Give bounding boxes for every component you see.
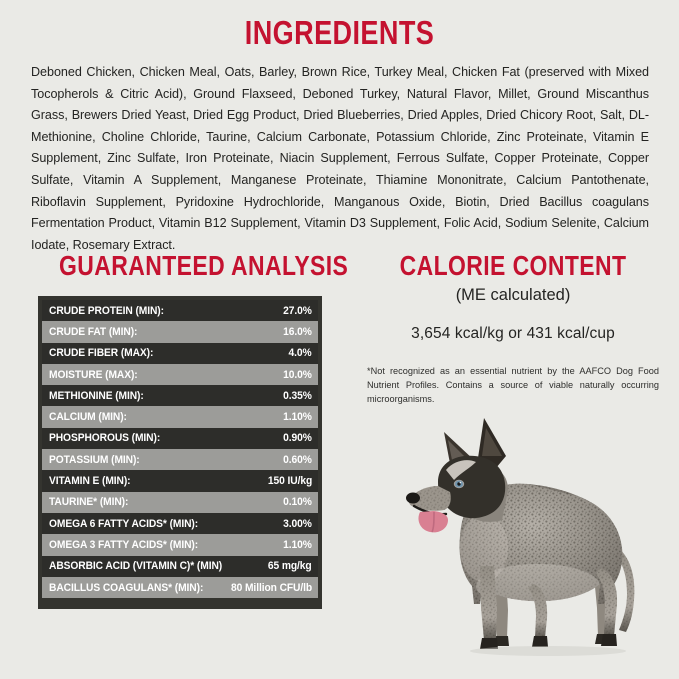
ga-row-label: CRUDE PROTEIN (MIN): [49,304,164,317]
ga-row-label: PHOSPHOROUS (MIN): [49,432,161,445]
ga-row-label: POTASSIUM (MIN): [49,453,140,466]
ga-row-label: BACILLUS COAGULANS* (MIN): [49,581,204,594]
calorie-content-value: 3,654 kcal/kg or 431 kcal/cup [411,325,615,342]
ga-row-value: 1.10% [283,411,312,424]
ga-row-value: 3.00% [283,517,312,530]
aafco-footnote: *Not recognized as an essential nutrient… [367,366,659,404]
ga-row-value: 0.35% [283,389,312,402]
ga-row-value: 10.0% [283,368,312,381]
dog-hind-leg-near [596,568,618,646]
ga-row: PHOSPHOROUS (MIN): 0.90% [42,427,318,450]
ga-row-value: 80 Million CFU/lb [230,581,312,594]
ga-row-value: 0.10% [283,496,312,509]
ga-row-value: 1.10% [283,538,312,551]
guaranteed-analysis-heading: GUARANTEED ANALYSIS [58,250,349,281]
ga-row-label: VITAMIN E (MIN): [49,475,131,488]
calorie-content-heading: CALORIE CONTENT [399,250,627,281]
ga-row-value: 0.60% [283,453,312,466]
ga-row-label: CRUDE FAT (MIN): [49,325,138,338]
dog-front-leg-near [480,566,498,649]
calorie-content-subtitle: (ME calculated) [455,286,571,304]
guaranteed-analysis-table: CRUDE PROTEIN (MIN): 27.0% CRUDE FAT (MIN)… [38,296,322,610]
dog-tail-texture [612,546,635,632]
ga-row-value: 16.0% [283,325,312,338]
ga-row-label: OMEGA 6 FATTY ACIDS* (MIN): [49,517,199,530]
ga-row-value: 0.90% [283,432,312,445]
ga-row-value: 4.0% [288,347,312,360]
ga-row-value: 65 mg/kg [268,560,312,573]
ga-row: OMEGA 6 FATTY ACIDS* (MIN): 3.00% [42,512,318,535]
guaranteed-analysis-section: GUARANTEED ANALYSIS [30,252,352,294]
dog-nose [406,492,420,504]
ingredients-list-text: Deboned Chicken, Chicken Meal, Oats, Bar… [31,65,649,252]
ga-row: ABSORBIC ACID (VITAMIN C)* (MIN) 65 mg/kg [42,555,318,577]
ga-row: CALCIUM (MIN): 1.10% [42,406,318,428]
ga-row: POTASSIUM (MIN): 0.60% [42,449,318,471]
dog-blaze [446,460,476,480]
dog-leg-center [528,584,548,647]
ga-row: CRUDE FAT (MIN): 16.0% [42,321,318,343]
ga-row: CRUDE FIBER (MAX): 4.0% [42,342,318,364]
ga-row: BACILLUS COAGULANS* (MIN): 80 Million CFU… [42,576,318,599]
ga-row-label: METHIONINE (MIN): [49,389,144,402]
ga-row-label: CRUDE FIBER (MAX): [49,347,154,360]
calorie-content-section: CALORIE CONTENT (ME calculated) 3,654 kc… [363,252,663,343]
dog-head [406,418,508,533]
ga-row-value: 27.0% [283,304,312,317]
ga-row: TAURINE* (MIN): 0.10% [42,491,318,513]
ga-row-value: 150 IU/kg [267,475,312,488]
dog-photo [398,408,662,672]
ga-row-label: TAURINE* (MIN): [49,496,129,509]
ingredients-heading: INGREDIENTS [244,14,435,51]
ga-row-label: ABSORBIC ACID (VITAMIN C)* (MIN) [49,560,223,573]
ga-row-label: OMEGA 3 FATTY ACIDS* (MIN): [49,538,199,551]
ga-row: METHIONINE (MIN): 0.35% [42,385,318,407]
dog-paw-front-far [494,636,509,646]
ga-row: OMEGA 3 FATTY ACIDS* (MIN): 1.10% [42,534,318,556]
ga-row-label: CALCIUM (MIN): [49,411,127,424]
ga-row: CRUDE PROTEIN (MIN): 27.0% [42,300,318,322]
ga-row: VITAMIN E (MIN): 150 IU/kg [42,470,318,492]
ga-row-label: MOISTURE (MAX): [49,368,138,381]
dog-ground-shadow [470,646,626,656]
ga-row: MOISTURE (MAX): 10.0% [42,363,318,386]
